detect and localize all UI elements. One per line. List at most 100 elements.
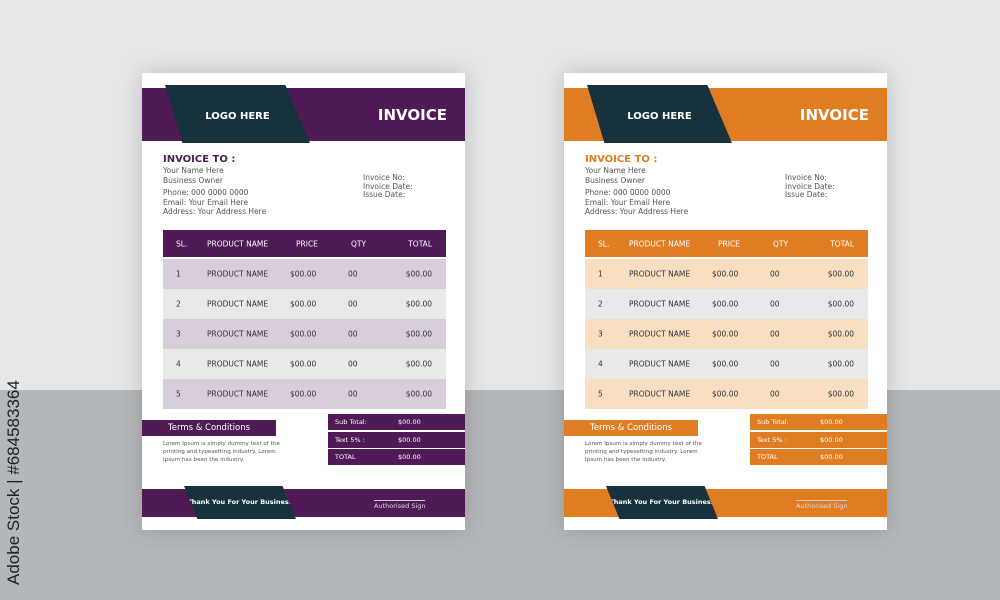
totals-box: Sub Total: $00.00 Text 5% : $00.00 TOTAL $00.… [750,414,887,467]
table-cell: $00.00 [827,329,854,339]
totals-value: $00.00 [398,453,421,461]
bill-to-phone: Phone: 000 0000 0000 [163,188,249,197]
invoice-document-purple: LOGO HERE INVOICE INVOICE TO : Your Name He… [142,73,465,530]
table-cell: $00.00 [290,269,317,279]
table-cell: 1 [176,269,181,279]
table-cell: $00.00 [290,329,317,339]
table-cell: $00.00 [405,269,432,279]
table-cell: 00 [770,329,780,339]
logo-text: LOGO HERE [627,111,692,122]
totals-box: Sub Total: $00.00 Text 5% : $00.00 TOTAL $00.… [328,414,465,467]
table-cell: $00.00 [712,359,739,369]
meta-field: Invoice No: [363,173,405,182]
column-header: SL. [176,239,188,248]
authorised-signature: Authorised Sign [796,500,848,510]
invoice-title: INVOICE [377,106,447,124]
table-cell: $00.00 [405,329,432,339]
meta-field: Invoice Date: [785,181,835,191]
table-cell: PRODUCT NAME [207,269,269,279]
table-cell: PRODUCT NAME [207,359,269,369]
table-cell: 00 [770,269,780,279]
table-cell: $00.00 [827,299,854,309]
column-header: PRICE [718,239,740,248]
table-header: SL. PRODUCT NAME PRICE QTY TOTAL [163,230,446,257]
invoice-title: INVOICE [799,106,869,124]
table-cell: 3 [598,329,603,339]
table-cell: $00.00 [405,389,432,399]
logo-text: LOGO HERE [205,111,270,122]
bill-to-block: INVOICE TO : Your Name Here Business Owner… [585,154,688,217]
bill-to-role: Business Owner [163,175,223,185]
items-table: SL. PRODUCT NAME PRICE QTY TOTAL 1 PRODUCT NAM… [585,230,868,409]
table-cell: 00 [348,359,358,369]
invoice-meta: Invoice No: Invoice Date: Issue Date: [785,173,835,200]
meta-field: Issue Date: [785,190,828,199]
column-header: QTY [351,239,367,248]
thank-you-banner: Thank You For Your Business [184,486,296,519]
table-cell: PRODUCT NAME [629,299,691,309]
table-cell: PRODUCT NAME [207,389,269,399]
terms-text: Lorem Ipsum is simply dummy text of the … [163,441,280,463]
table-cell: 1 [598,269,603,279]
table-cell: $00.00 [827,389,854,399]
table-row: 2 PRODUCT NAME $00.00 00 $00.00 [585,289,868,319]
table-row: 1 PRODUCT NAME $00.00 00 $00.00 [585,259,868,289]
table-cell: $00.00 [290,299,317,309]
table-row: 2 PRODUCT NAME $00.00 00 $00.00 [163,289,446,319]
table-row: 4 PRODUCT NAME $00.00 00 $00.00 [163,349,446,379]
table-cell: 00 [770,299,780,309]
thank-you-banner: Thank You For Your Business [606,486,718,519]
totals-label: TOTAL [757,453,778,461]
thank-you-text: Thank You For Your Business [609,498,715,506]
totals-label: Text 5% : [335,435,365,444]
stock-watermark: Adobe Stock | #684583364 [4,380,23,585]
table-cell: $00.00 [405,299,432,309]
table-cell: 2 [176,299,181,309]
table-row: 4 PRODUCT NAME $00.00 00 $00.00 [585,349,868,379]
terms-heading: Terms & Conditions [564,420,698,436]
table-row: 1 PRODUCT NAME $00.00 00 $00.00 [163,259,446,289]
items-table: SL. PRODUCT NAME PRICE QTY TOTAL 1 PRODUCT NAM… [163,230,446,409]
table-cell: $00.00 [405,359,432,369]
table-cell: 2 [598,299,603,309]
logo-placeholder: LOGO HERE [165,85,310,143]
meta-field: Invoice Date: [363,181,413,191]
totals-value: $00.00 [398,418,421,426]
table-cell: 4 [598,359,603,369]
bill-to-address: Address: Your Address Here [585,207,689,216]
bill-to-heading: INVOICE TO : [585,154,658,165]
table-cell: PRODUCT NAME [207,299,269,309]
column-header: PRICE [296,239,318,248]
bill-to-email: Email: Your Email Here [163,197,249,207]
totals-row: TOTAL $00.00 [328,449,465,465]
bill-to-address: Address: Your Address Here [163,207,267,216]
totals-row: Sub Total: $00.00 [750,414,887,430]
totals-value: $00.00 [820,435,843,444]
table-cell: $00.00 [712,299,739,309]
table-cell: $00.00 [290,359,317,369]
authorised-signature: Authorised Sign [374,500,426,510]
column-header: PRODUCT NAME [629,239,691,248]
logo-placeholder: LOGO HERE [587,85,732,143]
bill-to-phone: Phone: 000 0000 0000 [585,188,671,197]
column-header: QTY [773,239,789,248]
bill-to-block: INVOICE TO : Your Name Here Business Owner… [163,154,266,217]
table-cell: PRODUCT NAME [629,389,691,399]
table-row: 3 PRODUCT NAME $00.00 00 $00.00 [163,319,446,349]
totals-label: TOTAL [335,453,356,461]
meta-field: Invoice No: [785,173,827,182]
table-cell: 00 [348,299,358,309]
table-cell: PRODUCT NAME [629,269,691,279]
table-row: 5 PRODUCT NAME $00.00 00 $00.00 [163,379,446,409]
totals-value: $00.00 [820,418,843,426]
terms-text: Lorem Ipsum is simply dummy text of the … [585,441,702,463]
table-cell: 4 [176,359,181,369]
table-cell: $00.00 [827,359,854,369]
terms-heading: Terms & Conditions [142,420,276,436]
column-header: TOTAL [830,239,854,248]
bill-to-email: Email: Your Email Here [585,197,671,207]
table-cell: $00.00 [712,329,739,339]
table-header: SL. PRODUCT NAME PRICE QTY TOTAL [585,230,868,257]
column-header: SL. [598,239,610,248]
table-cell: 00 [348,269,358,279]
